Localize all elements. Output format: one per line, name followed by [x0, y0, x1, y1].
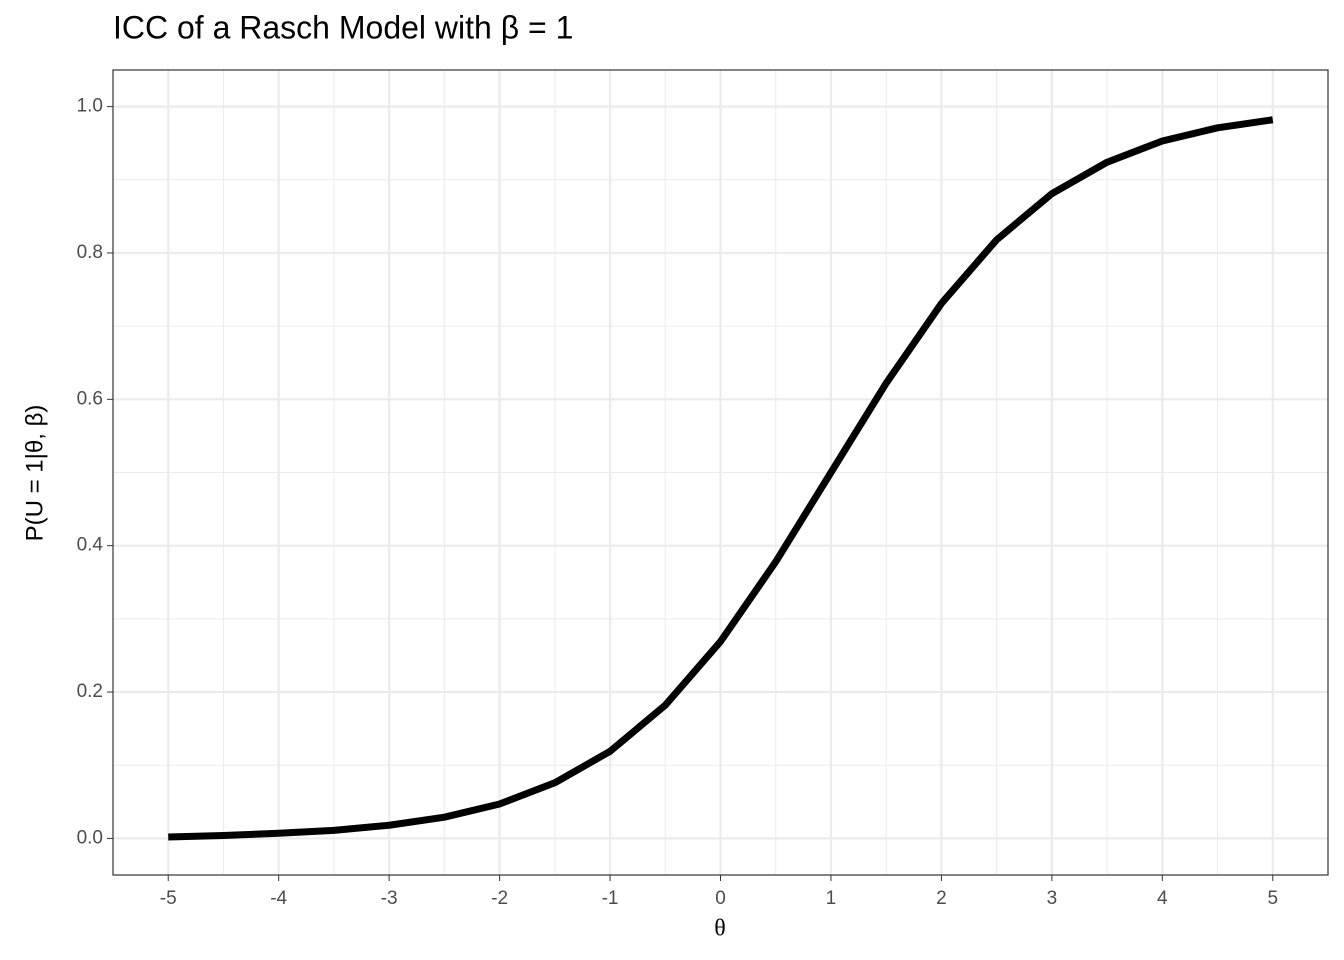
- x-tick-label: -5: [160, 888, 177, 909]
- y-tick-label: 0.8: [77, 242, 103, 263]
- x-tick-label: 4: [1157, 888, 1168, 909]
- x-tick-label: -2: [491, 888, 508, 909]
- x-tick-label: -4: [270, 888, 287, 909]
- y-axis-title: P(U = 1|θ, β): [21, 405, 48, 542]
- line: [168, 116, 1274, 841]
- x-tick-label: 2: [936, 888, 947, 909]
- y-tick-label: 0.6: [77, 388, 103, 409]
- x-tick-label: 1: [826, 888, 837, 909]
- x-tick-label: 5: [1267, 888, 1278, 909]
- y-tick-label: 1.0: [77, 96, 103, 117]
- chart-title: ICC of a Rasch Model with β = 1: [113, 9, 573, 45]
- x-tick-label: -3: [381, 888, 398, 909]
- x-axis-title: θ: [714, 916, 726, 942]
- panel-border: [112, 69, 1329, 876]
- y-tick-label: 0.0: [77, 827, 103, 848]
- y-tick-label: 0.4: [77, 535, 104, 556]
- y-tick-label: 0.2: [77, 681, 103, 702]
- x-tick-label: 0: [715, 888, 726, 909]
- x-tick-label: -1: [602, 888, 619, 909]
- x-tick-label: 3: [1047, 888, 1058, 909]
